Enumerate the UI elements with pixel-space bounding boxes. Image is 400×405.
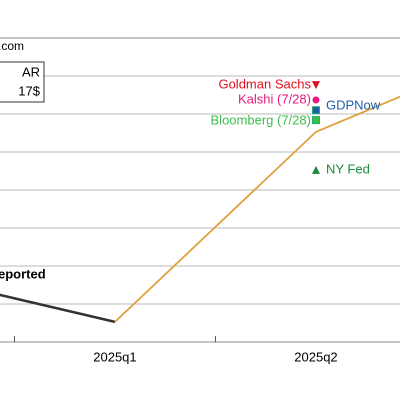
marker-label: Goldman Sachs [218,77,311,92]
marker [312,96,320,104]
marker [311,116,320,125]
plot-area [0,95,400,324]
source-text: .com [0,39,24,53]
series-line [0,293,116,324]
marker-label: GDPNow [326,98,381,113]
marker [311,81,320,90]
marker-label: Bloomberg (7/28) [211,113,311,128]
reported-label: eported [0,266,46,281]
info-box-text: AR [22,64,40,79]
info-box-text: 17$ [18,83,40,98]
series-line [114,95,400,323]
marker-label: NY Fed [326,161,370,176]
marker-label: Kalshi (7/28) [238,91,311,106]
info-box [0,61,45,103]
plot-frame [0,37,400,343]
x-tick-label: 2025q1 [93,349,136,364]
x-tick-label: 2025q2 [294,349,337,364]
marker [311,106,320,115]
marker [311,165,320,174]
